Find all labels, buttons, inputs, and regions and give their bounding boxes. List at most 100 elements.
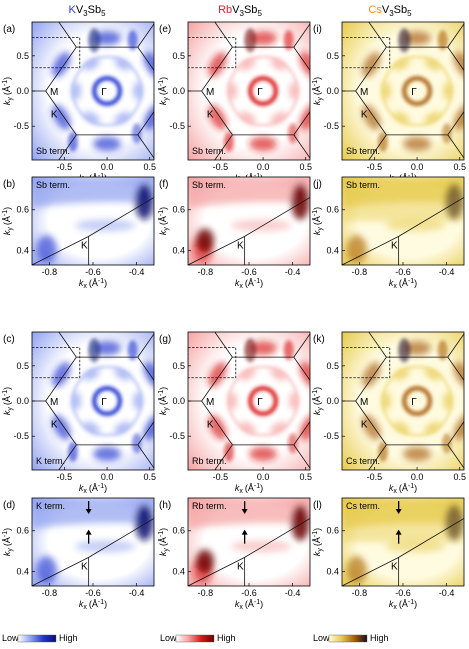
zoom-region-box (342, 37, 391, 69)
panel-a: ΓMK-0.50.00.50.50.0-0.5kx(Å-1)ky(Å-1)(a)… (2, 21, 156, 185)
y-tick-label: 0.6 (172, 526, 185, 536)
intensity-map (188, 177, 310, 265)
y-tick-label: 0.6 (16, 526, 29, 536)
down-arrow-icon (85, 501, 92, 514)
x-tick-label: -0.8 (352, 267, 368, 277)
title-element: Rb (218, 4, 232, 16)
k-point-label: K (361, 110, 368, 121)
y-axis-label: ky(Å-1) (158, 387, 170, 415)
x-tick-label: -0.5 (367, 162, 383, 172)
panel-h: K -0.8 -0.6 -0.4 0.6 0.4 kx (Å-1) ky(Å-1) (h) Rb t… (158, 497, 311, 611)
panel-letter: (a) (3, 24, 15, 35)
column-title-cs: CsV3Sb5 (368, 4, 412, 18)
termination-label: Rb term. (192, 501, 227, 511)
y-tick-label: -0.5 (13, 121, 29, 131)
gamma-point-label: Γ (101, 87, 107, 98)
zoom-region-box (188, 347, 237, 379)
m-point-label: M (206, 87, 214, 98)
column-title-rb: RbV3Sb5 (218, 4, 262, 18)
y-tick-label: 0.4 (326, 567, 339, 577)
intensity-map (32, 498, 154, 586)
x-axis-label: kx(Å-1) (235, 483, 263, 495)
panel-letter: (j) (313, 179, 322, 190)
x-tick-label: -0.5 (367, 472, 383, 482)
k-point-label: K (207, 420, 214, 431)
termination-label: Sb term. (192, 180, 226, 190)
y-tick-label: 0.5 (326, 51, 339, 61)
x-tick-label: 0.5 (453, 162, 466, 172)
y-axis-label: ky(Å-1) (158, 77, 170, 105)
panel-letter: (k) (313, 334, 325, 345)
colorbar-low-label: Low (313, 633, 330, 643)
y-axis-label: ky(Å-1) (2, 77, 14, 105)
panel-b: K -0.8 -0.6 -0.4 0.6 0.4 kx (Å-1) ky(Å-1) (b) Sb t… (2, 176, 155, 290)
termination-label: Sb term. (36, 180, 70, 190)
colorbar-rb: Low High (160, 633, 236, 643)
colorbar-high-label: High (217, 633, 236, 643)
y-tick-label: 0.4 (16, 246, 29, 256)
x-axis-label: kx(Å-1) (79, 483, 107, 495)
k-point-label: K (81, 241, 88, 252)
zoom-region-box (188, 37, 237, 69)
k-point-label: K (237, 241, 244, 252)
intensity-map (188, 498, 310, 586)
x-tick-label: 0.0 (101, 472, 114, 482)
x-tick-label: -0.4 (285, 267, 301, 277)
termination-label: Cs term. (346, 456, 380, 466)
y-axis-label: ky(Å-1) (2, 387, 14, 415)
colorbar-high-label: High (370, 633, 389, 643)
y-axis-label: ky(Å-1) (2, 528, 14, 556)
m-point-label: M (360, 87, 368, 98)
x-tick-label: -0.6 (395, 588, 411, 598)
y-axis-label: ky(Å-1) (158, 207, 170, 235)
gamma-point-label: Γ (257, 87, 263, 98)
intensity-map (32, 332, 154, 470)
y-tick-label: 0.0 (172, 86, 185, 96)
y-tick-label: -0.5 (323, 431, 339, 441)
panel-l: K -0.8 -0.6 -0.4 0.6 0.4 kx (Å-1) ky(Å-1) (l) Cs t… (312, 497, 465, 611)
intensity-map (188, 22, 310, 160)
down-arrow-icon (395, 501, 402, 514)
gamma-point-label: Γ (101, 397, 107, 408)
gamma-point-label: Γ (411, 87, 417, 98)
k-point-label: K (51, 420, 58, 431)
y-tick-label: 0.6 (16, 205, 29, 215)
intensity-map (342, 498, 464, 586)
intensity-map (342, 177, 464, 265)
y-axis-label: ky(Å-1) (2, 207, 14, 235)
y-tick-label: 0.0 (326, 396, 339, 406)
y-tick-label: 0.0 (16, 396, 29, 406)
panel-letter: (g) (159, 334, 171, 345)
panel-letter: (e) (159, 24, 171, 35)
panel-letter: (i) (313, 24, 322, 35)
gamma-point-label: Γ (411, 397, 417, 408)
termination-label: K term. (36, 501, 65, 511)
x-tick-label: 0.5 (299, 162, 312, 172)
x-tick-label: -0.5 (57, 472, 73, 482)
colorbar-high-label: High (59, 633, 78, 643)
termination-label: Sb term. (346, 180, 380, 190)
x-tick-label: 0.0 (101, 162, 114, 172)
colorbar-cs: Low High (313, 633, 389, 643)
x-tick-label: -0.8 (352, 588, 368, 598)
termination-label: Sb term. (36, 146, 70, 156)
m-point-label: M (360, 397, 368, 408)
termination-label: Sb term. (346, 146, 380, 156)
x-tick-label: -0.8 (198, 267, 214, 277)
x-tick-label: -0.5 (213, 472, 229, 482)
panel-letter: (l) (313, 500, 322, 511)
column-title-k: KV3Sb5 (68, 4, 106, 18)
panel-j: K -0.8 -0.6 -0.4 0.6 0.4 kx (Å-1) ky(Å-1) (j) Sb t… (312, 176, 465, 290)
x-tick-label: 0.0 (411, 472, 424, 482)
x-tick-label: 0.0 (411, 162, 424, 172)
x-tick-label: -0.8 (198, 588, 214, 598)
x-tick-label: -0.4 (129, 588, 145, 598)
zoom-region-box (32, 37, 81, 69)
x-tick-label: -0.8 (42, 267, 58, 277)
y-tick-label: 0.4 (16, 567, 29, 577)
panel-letter: (f) (159, 179, 168, 190)
termination-label: Sb term. (192, 146, 226, 156)
x-tick-label: -0.6 (85, 267, 101, 277)
x-axis-label: kx(Å-1) (389, 278, 417, 290)
